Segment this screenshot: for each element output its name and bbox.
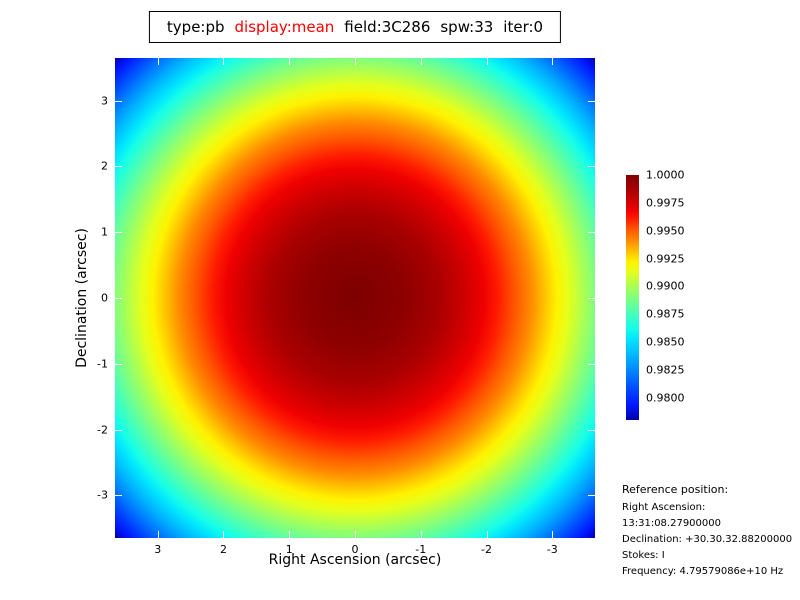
title-segment: field:3C286	[344, 18, 431, 36]
y-tick-mark	[115, 232, 122, 234]
title-box: type:pb display:mean field:3C286 spw:33 iter…	[148, 11, 562, 43]
y-tick-mark	[115, 166, 122, 168]
reference-line: Stokes: I	[622, 550, 665, 561]
x-tick-mark	[157, 531, 159, 538]
reference-lines: Right Ascension: 13:31:08.27900000 Declin…	[622, 500, 800, 580]
x-tick-mark	[420, 531, 422, 538]
x-tick-mark	[223, 58, 225, 65]
x-tick-mark	[420, 58, 422, 65]
y-tick-mark	[588, 429, 595, 431]
reference-line: Frequency: 4.79579086e+10 Hz	[622, 566, 784, 577]
title-segment: spw:33	[440, 18, 494, 36]
title-segment: iter:0	[503, 18, 544, 36]
x-tick-mark	[486, 58, 488, 65]
y-tick-mark	[115, 429, 122, 431]
reference-heading: Reference position:	[622, 483, 729, 496]
x-tick-mark	[289, 531, 291, 538]
colorbar-tick-label: 0.9950	[646, 224, 685, 238]
title-segment: type:pb	[166, 18, 225, 36]
x-tick-label: -1	[415, 543, 427, 556]
colorbar-tick-label: 1.0000	[646, 168, 685, 182]
x-tick-mark	[157, 58, 159, 65]
x-tick-label: -3	[546, 543, 558, 556]
title-segment: display:mean	[234, 18, 335, 36]
y-tick-label: -3	[97, 488, 108, 502]
x-tick-label: -2	[481, 543, 492, 556]
y-tick-mark	[588, 495, 595, 497]
y-tick-label: 1	[101, 225, 108, 239]
x-tick-label: 1	[285, 543, 293, 556]
y-tick-label: -2	[97, 423, 108, 436]
reference-block: Reference position: Right Ascension: 13:…	[622, 480, 800, 580]
y-tick-mark	[115, 495, 122, 497]
colorbar-tick-label: 0.9850	[646, 335, 685, 349]
colorbar-tick-label: 0.9975	[646, 196, 685, 210]
x-tick-mark	[486, 531, 488, 538]
y-tick-mark	[588, 298, 595, 299]
x-tick-label: 2	[219, 543, 227, 556]
x-tick-label: 3	[154, 543, 162, 556]
colorbar-tick-label: 0.9825	[646, 363, 685, 377]
colorbar	[626, 175, 639, 420]
y-tick-mark	[588, 363, 595, 365]
x-tick-mark	[289, 58, 291, 65]
colorbar-tick-label: 0.9900	[646, 279, 685, 293]
y-tick-mark	[588, 100, 595, 102]
reference-line: Right Ascension: 13:31:08.27900000	[622, 502, 721, 529]
colorbar-tick-label: 0.9800	[646, 391, 685, 405]
colorbar-tick-label: 0.9925	[646, 252, 685, 266]
reference-line: Declination: +30.30.32.88200000	[622, 534, 793, 545]
y-tick-mark	[588, 166, 595, 168]
y-tick-mark	[115, 298, 122, 299]
x-tick-label: 0	[351, 543, 359, 556]
x-tick-mark	[552, 58, 554, 65]
y-tick-label: 3	[101, 94, 108, 108]
y-tick-mark	[115, 363, 122, 365]
y-tick-mark	[115, 100, 122, 102]
heatmap	[115, 58, 595, 538]
x-tick-mark	[552, 531, 554, 538]
y-tick-label: -1	[97, 357, 108, 371]
colorbar-tick-label: 0.9875	[646, 307, 685, 321]
x-axis-title: Right Ascension (arcsec)	[268, 552, 442, 568]
x-tick-mark	[355, 531, 356, 538]
y-tick-mark	[588, 232, 595, 234]
y-tick-label: 0	[101, 291, 108, 305]
y-tick-label: 2	[101, 159, 108, 173]
x-tick-mark	[355, 58, 356, 65]
x-tick-mark	[223, 531, 225, 538]
